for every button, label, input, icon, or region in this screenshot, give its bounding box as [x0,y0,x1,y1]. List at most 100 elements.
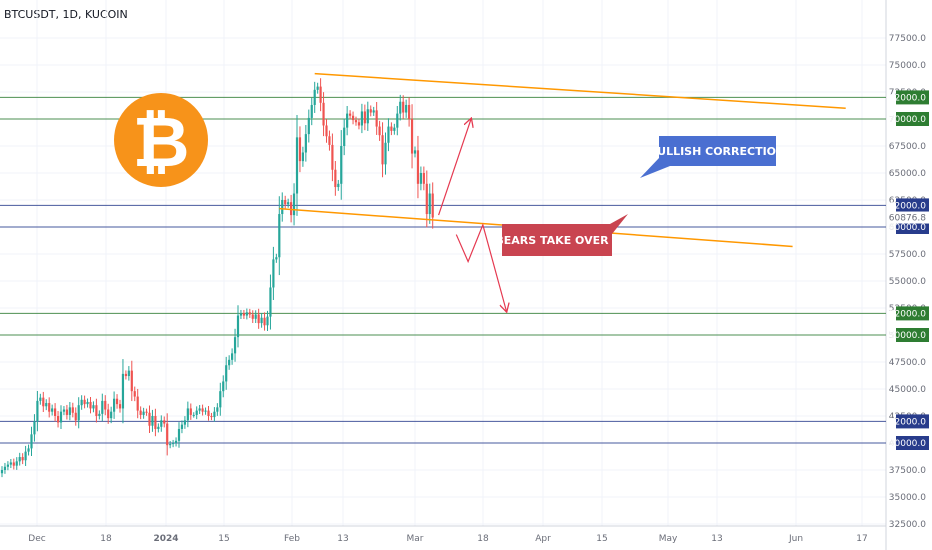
candle-body [154,416,157,429]
candle [118,399,122,413]
x-tick-label: 18 [477,534,489,544]
candle [405,99,408,118]
level-badge-bg [896,436,929,450]
candle [145,408,148,416]
level-label: 40000.0 [889,439,926,449]
candle-body [402,101,405,113]
candle [272,246,275,301]
candle [298,126,302,173]
level-badges: 72000.0 70000.0 62000.0 60000.0 52000.0 50000… [889,90,929,450]
candle [77,397,80,429]
candle-body [86,401,89,405]
candle [130,360,133,402]
candle [71,402,74,418]
candle-body [30,434,33,449]
candle [266,310,269,332]
x-tick-label: Jun [788,534,803,544]
y-tick-label: 35000.0 [889,493,926,503]
candle [9,458,12,469]
candle-body [378,126,381,136]
candle [12,458,15,470]
candle [189,403,192,420]
candle-body [148,412,151,426]
candle [45,399,48,411]
y-tick-label: 47500.0 [889,358,926,368]
candle [101,393,104,422]
candle-body [419,173,422,184]
candle-body [115,398,119,405]
candle-body [263,317,266,326]
candle-body [113,398,116,412]
candle [263,312,266,331]
candle [281,192,284,222]
candle [275,253,278,263]
candle [183,416,186,429]
candle-body [325,125,328,137]
candle [231,348,234,365]
x-tick-label: 13 [711,534,722,544]
candle-body [142,411,145,415]
candle-body [393,127,396,131]
candle-body [95,405,98,416]
candle-body [222,381,225,392]
level-badge-bg [896,328,929,342]
candle-body [337,183,340,188]
candle-body [357,122,361,126]
x-tick-label: 17 [856,534,867,544]
candle-body [219,391,222,408]
candle-body [65,409,68,415]
candle [428,183,431,224]
candle [80,395,83,410]
candle [121,359,125,424]
level-label: 50000.0 [889,331,926,341]
candle [316,82,319,94]
candle-body [48,403,51,412]
candle-body [198,408,201,411]
callout-box [502,214,628,256]
candle-body [9,462,12,465]
level-label: 62000.0 [889,201,926,211]
y-tick-label: 67500.0 [889,142,926,152]
candle-body [139,410,142,415]
candle-body [27,448,30,452]
candle [48,397,51,418]
current-price-label: 60876.8 [889,214,926,224]
candle-body [157,426,160,429]
level-label: 70000.0 [889,115,926,125]
candle [30,426,33,457]
candle-body [15,461,18,466]
candle [372,106,375,116]
candle-body [228,359,231,366]
candle [222,375,225,398]
candle-body [130,370,133,392]
candle [225,356,228,390]
candle-body [245,312,248,316]
candle-body [213,411,216,418]
candle-body [254,314,257,319]
x-tick-label: 15 [596,534,607,544]
candle [304,124,307,162]
level-badge: 42000.0 [889,414,929,429]
candle [378,120,381,141]
y-tick-label: 57500.0 [889,250,926,260]
candle-body [98,413,101,416]
x-tick-label: Apr [535,534,551,544]
candle [177,422,181,448]
current-price-tag: 60876.8 [889,211,929,224]
candle-body [408,104,411,119]
y-tick-label: 32500.0 [889,520,926,530]
candle-body [290,202,293,216]
candle [390,122,393,136]
candle-body [236,315,240,338]
candle [195,406,198,420]
candle-body [225,365,228,382]
candle-body [278,214,281,258]
candle-body [59,411,63,423]
candle [431,182,434,229]
candle [154,408,157,437]
candle-body [295,137,299,194]
level-badge: 72000.0 [889,90,929,105]
candle [366,101,369,131]
candle-body [284,200,287,205]
